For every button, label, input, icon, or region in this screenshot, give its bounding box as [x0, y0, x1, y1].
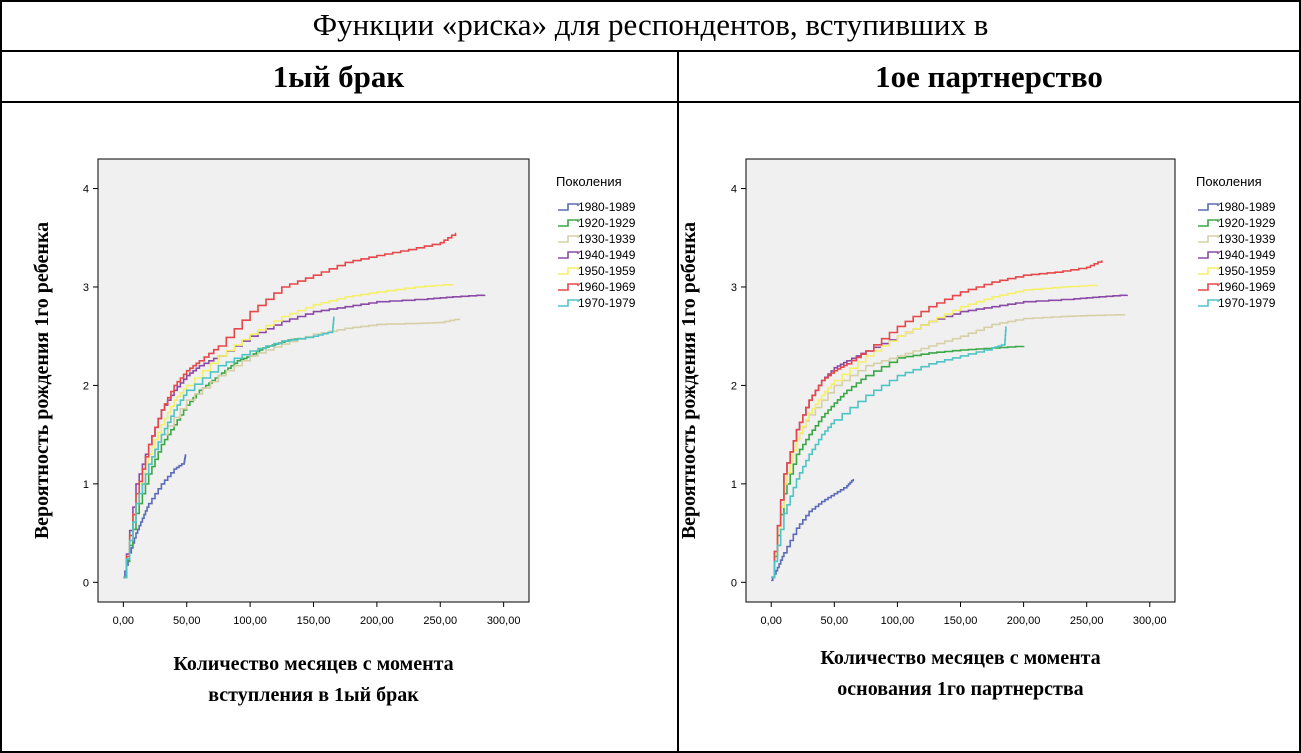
- partnership-plot-area: [745, 158, 1176, 603]
- partnership-series-1980-1989: [771, 478, 855, 582]
- partnership-legend-item: 1930-1939: [1218, 232, 1276, 246]
- partnership-y-tick-label: 2: [731, 380, 737, 392]
- partnership-x-axis-label-line1: Количество месяцев с момента: [820, 647, 1100, 669]
- partnership-legend-item: 1920-1929: [1218, 216, 1276, 230]
- marriage-series-1970-1979: [123, 316, 335, 579]
- partnership-legend-swatch: [1198, 267, 1219, 275]
- partnership-x-tick-label: 100,00: [881, 615, 915, 627]
- partnership-legend-item: 1940-1949: [1218, 248, 1276, 262]
- column-header-partnership: 1ое партнерство: [875, 58, 1103, 94]
- partnership-legend-item: 1950-1959: [1218, 264, 1276, 278]
- marriage-x-tick-label: 150,00: [297, 615, 331, 627]
- marriage-legend-item: 1970-1979: [578, 296, 636, 310]
- partnership-legend-item: 1970-1979: [1218, 296, 1276, 310]
- marriage-y-tick-label: 1: [83, 479, 89, 491]
- marriage-x-axis-label-line1: Количество месяцев с момента: [173, 653, 453, 675]
- marriage-plot-area: [97, 158, 530, 603]
- marriage-chart: 0,00 50,00 100,00 150,00 200,00 250,00 300,00 0…: [31, 158, 636, 706]
- marriage-legend-item: 1940-1949: [578, 248, 636, 262]
- marriage-x-tick-label: 0,00: [113, 615, 134, 627]
- column-divider: [677, 52, 679, 753]
- table-title: Функции «риска» для респондентов, вступи…: [0, 0, 1301, 52]
- marriage-y-axis-label: Вероятность рождения 1го ребенка: [31, 222, 53, 539]
- marriage-legend-item: 1960-1969: [578, 280, 636, 294]
- partnership-x-tick-label: 200,00: [1007, 615, 1041, 627]
- marriage-legend-swatch: [558, 299, 579, 307]
- marriage-series-1980-1989: [123, 454, 187, 579]
- partnership-series-1960-1969: [771, 260, 1103, 579]
- marriage-legend-swatch: [558, 283, 579, 291]
- partnership-legend-swatch: [1198, 283, 1219, 291]
- partnership-legend-title: Поколения: [1196, 174, 1262, 189]
- partnership-series-1970-1979: [771, 326, 1007, 579]
- marriage-y-tick-label: 3: [83, 282, 89, 294]
- partnership-x-tick-label: 50,00: [821, 615, 849, 627]
- marriage-y-tick-label: 4: [83, 184, 89, 196]
- partnership-y-tick-label: 1: [731, 479, 737, 491]
- partnership-legend-swatch: [1198, 299, 1219, 307]
- partnership-legend-item: 1980-1989: [1218, 200, 1276, 214]
- marriage-x-tick-label: 200,00: [360, 615, 394, 627]
- marriage-legend-item: 1930-1939: [578, 232, 636, 246]
- partnership-x-axis-label-line2: основания 1го партнерства: [837, 678, 1083, 700]
- marriage-legend-swatch: [558, 219, 579, 227]
- marriage-legend-item: 1950-1959: [578, 264, 636, 278]
- marriage-x-tick-label: 250,00: [423, 615, 457, 627]
- partnership-chart: 0,00 50,00 100,00 150,00 200,00 250,00 300,00 0…: [678, 158, 1276, 700]
- partnership-legend-swatch: [1198, 235, 1219, 243]
- marriage-legend-swatch: [558, 267, 579, 275]
- marriage-x-tick-label: 50,00: [173, 615, 201, 627]
- partnership-y-axis-label: Вероятность рождения 1го ребенка: [678, 222, 700, 539]
- marriage-series-1960-1969: [123, 232, 457, 579]
- partnership-y-tick-label: 3: [731, 282, 737, 294]
- partnership-y-tick-label: 0: [731, 577, 737, 589]
- marriage-x-tick-label: 300,00: [487, 615, 521, 627]
- marriage-y-tick-label: 2: [83, 380, 89, 392]
- marriage-legend-title: Поколения: [556, 174, 622, 189]
- partnership-series-1950-1959: [771, 284, 1098, 579]
- partnership-legend-swatch: [1198, 219, 1219, 227]
- marriage-legend-swatch: [558, 235, 579, 243]
- partnership-legend-swatch: [1198, 251, 1219, 259]
- marriage-legend-item: 1980-1989: [578, 200, 636, 214]
- marriage-y-tick-label: 0: [83, 577, 89, 589]
- partnership-x-tick-label: 250,00: [1070, 615, 1104, 627]
- marriage-legend-item: 1920-1929: [578, 216, 636, 230]
- column-header-marriage: 1ый брак: [272, 58, 405, 94]
- partnership-x-tick-label: 300,00: [1133, 615, 1167, 627]
- partnership-series-1920-1929: [771, 345, 1025, 579]
- partnership-legend-swatch: [1198, 203, 1219, 211]
- partnership-x-tick-label: 0,00: [761, 615, 782, 627]
- marriage-x-axis-label-line2: вступления в 1ый брак: [208, 684, 419, 706]
- marriage-legend-swatch: [558, 203, 579, 211]
- partnership-y-tick-label: 4: [731, 184, 737, 196]
- marriage-series-1950-1959: [123, 284, 454, 579]
- marriage-x-tick-label: 100,00: [233, 615, 267, 627]
- partnership-legend-item: 1960-1969: [1218, 280, 1276, 294]
- partnership-x-tick-label: 150,00: [944, 615, 978, 627]
- marriage-legend-swatch: [558, 251, 579, 259]
- column-header-row: 1ый брак 1ое партнерство: [0, 52, 1301, 103]
